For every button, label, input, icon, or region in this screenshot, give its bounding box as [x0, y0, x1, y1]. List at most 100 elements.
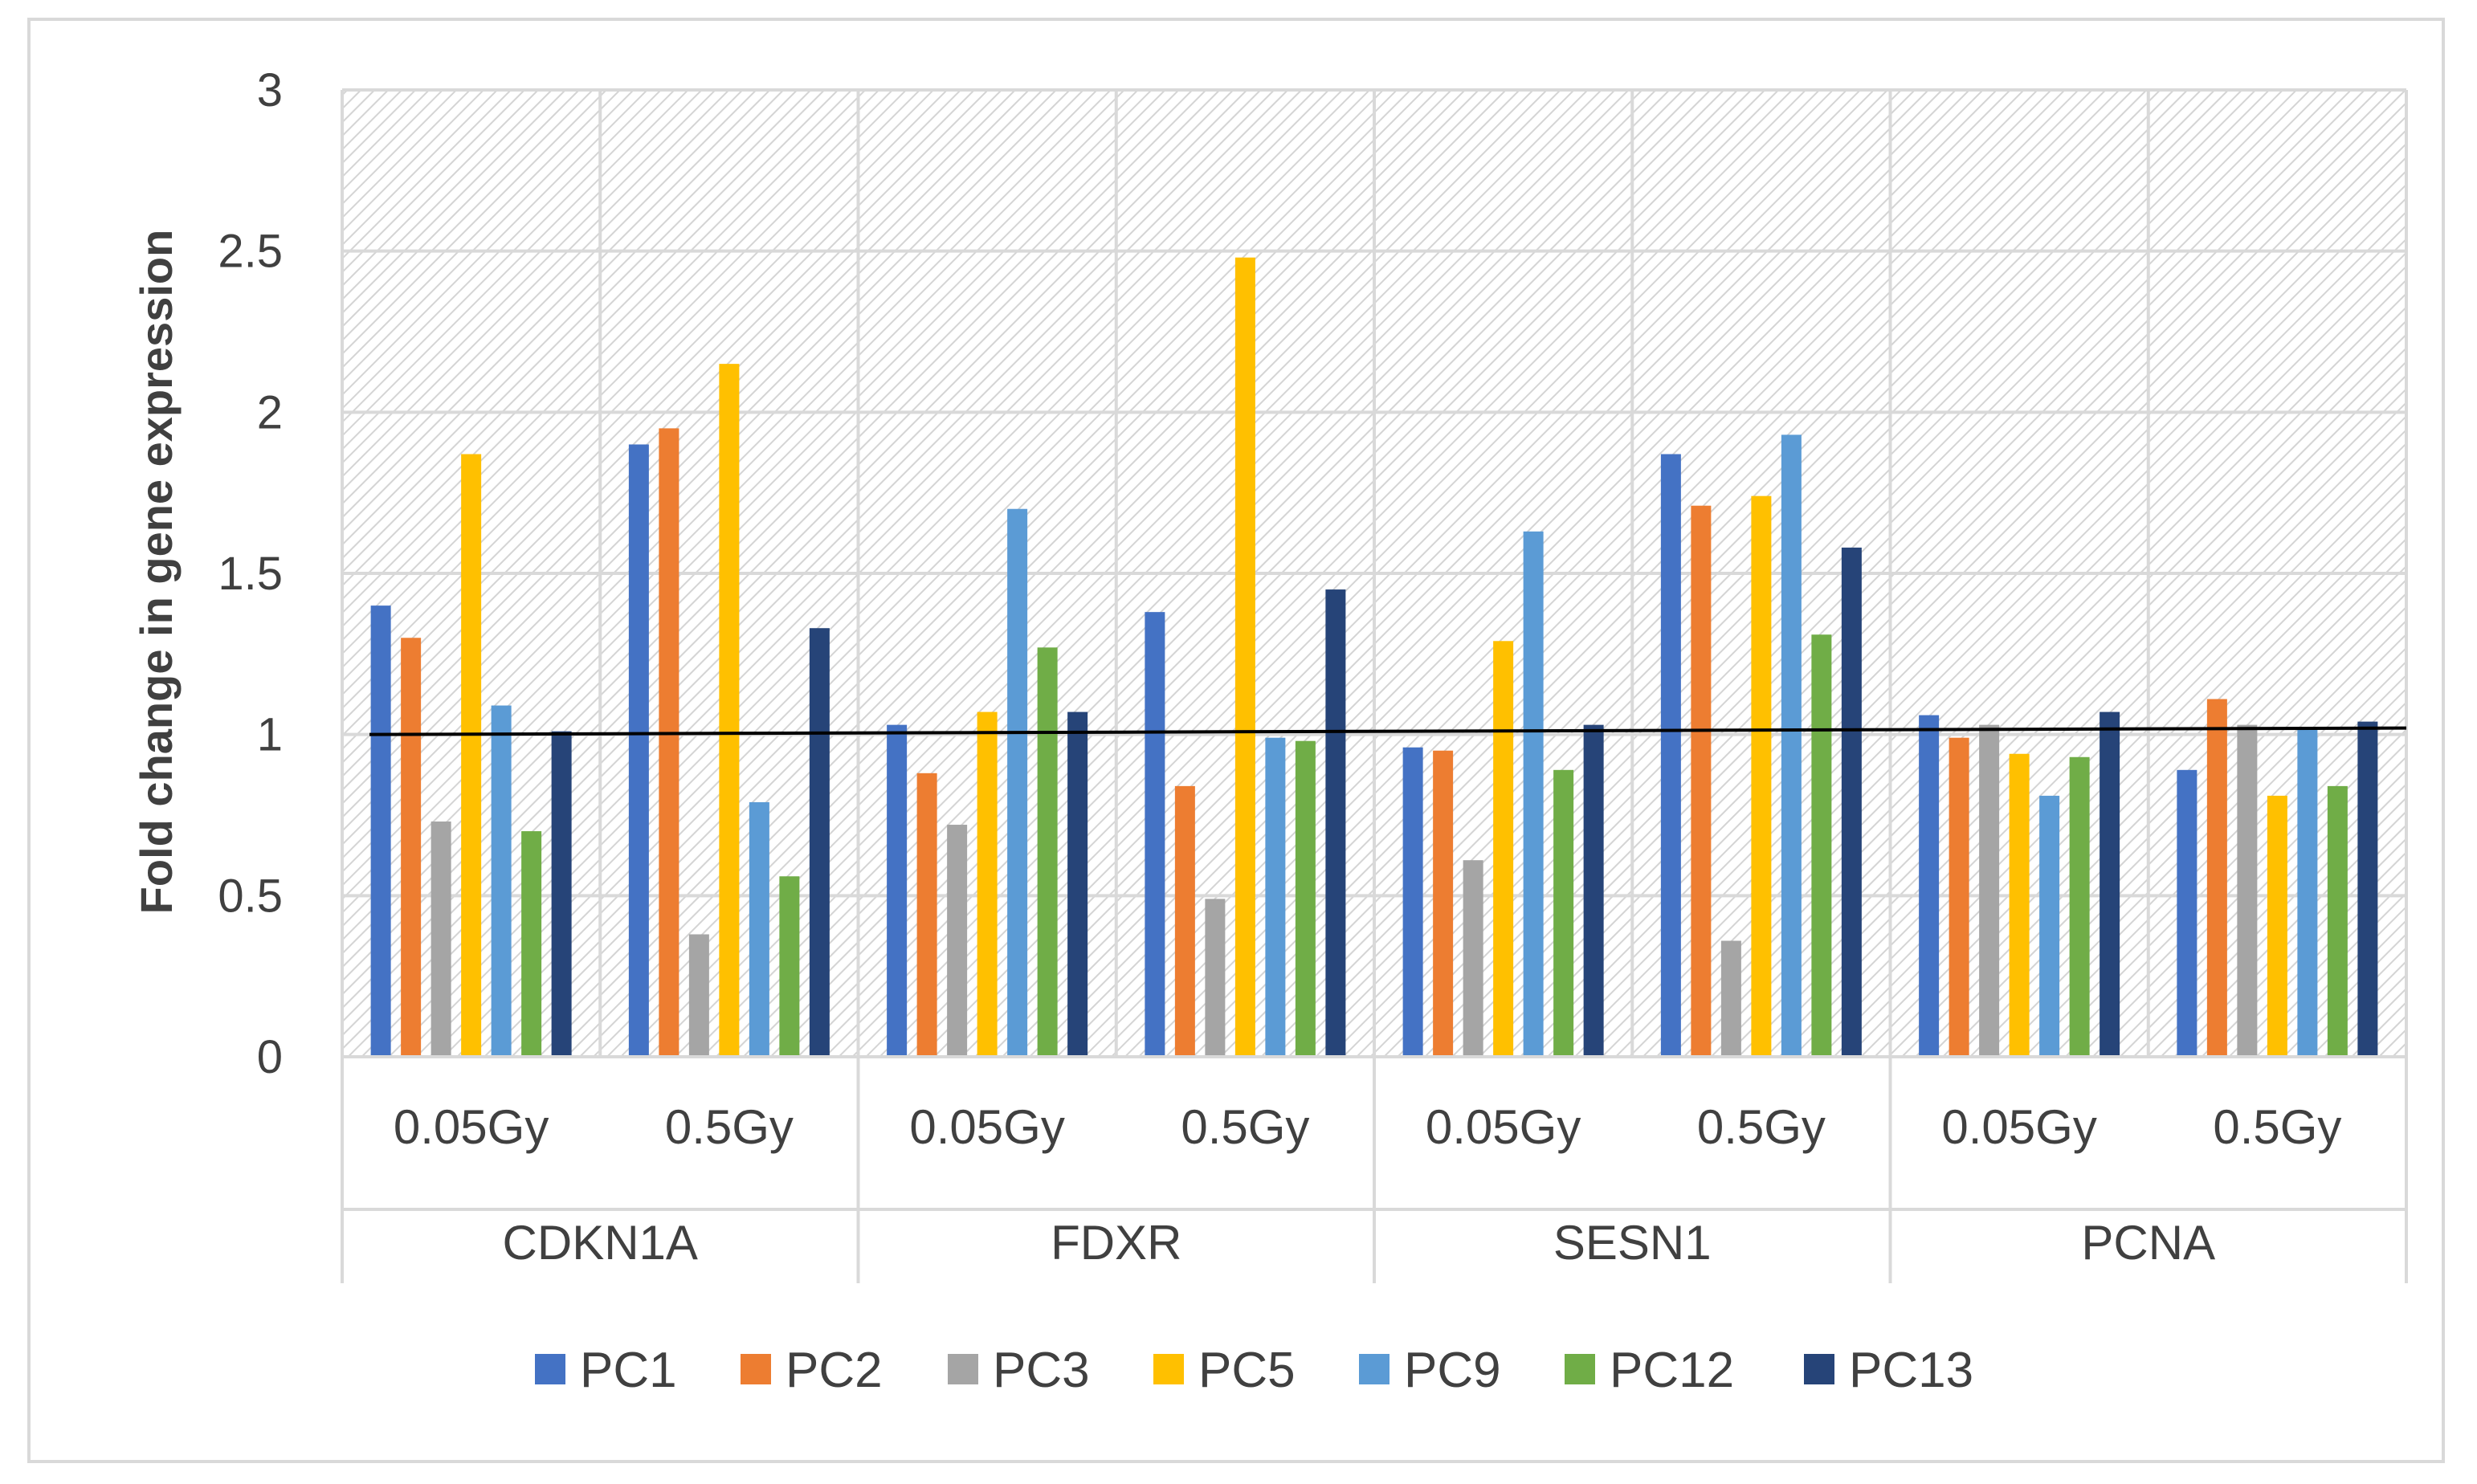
bar-pc12-4 — [1553, 769, 1574, 1057]
legend-swatch-pc13 — [1804, 1354, 1834, 1384]
x-category-label: 0.05Gy — [1941, 1100, 2096, 1154]
bar-pc3-3 — [1205, 899, 1226, 1057]
bar-pc1-5 — [1660, 454, 1681, 1057]
bar-pc13-5 — [1841, 547, 1862, 1057]
x-group-label: FDXR — [1051, 1216, 1181, 1270]
bar-pc2-1 — [659, 428, 679, 1057]
x-category-label: 0.5Gy — [1181, 1100, 1309, 1154]
bar-pc3-1 — [688, 934, 709, 1057]
x-group-labels: CDKN1A FDXR SESN1 PCNA — [503, 1216, 2216, 1270]
bar-pc2-7 — [2206, 699, 2227, 1057]
legend-swatch-pc9 — [1359, 1354, 1389, 1384]
bar-pc13-6 — [2100, 711, 2120, 1057]
axes — [341, 1055, 2408, 1283]
x-group-label: SESN1 — [1553, 1216, 1712, 1270]
bar-pc13-7 — [2357, 721, 2378, 1057]
x-category-label: 0.5Gy — [1697, 1100, 1826, 1154]
bar-pc12-0 — [521, 831, 542, 1057]
bar-pc2-5 — [1691, 505, 1712, 1057]
x-category-label: 0.05Gy — [394, 1100, 549, 1154]
bar-pc12-3 — [1295, 740, 1316, 1057]
bar-pc3-2 — [947, 825, 968, 1057]
bar-pc5-5 — [1751, 495, 1772, 1057]
y-axis-label: Fold change in gene expression — [131, 230, 182, 915]
bar-pc2-6 — [1949, 737, 1969, 1057]
bar-pc1-3 — [1145, 612, 1165, 1057]
bar-pc13-0 — [551, 731, 572, 1057]
legend-swatch-pc12 — [1565, 1354, 1595, 1384]
legend: PC1 PC2 PC3 PC5 PC9 PC12 PC13 — [535, 1343, 1973, 1398]
legend-label-pc13: PC13 — [1849, 1343, 1973, 1398]
reference-line — [369, 726, 2407, 736]
y-tick-label: 0.5 — [218, 870, 283, 922]
bar-pc13-1 — [809, 628, 830, 1057]
bar-pc1-2 — [887, 724, 908, 1057]
bar-pc9-3 — [1265, 737, 1286, 1057]
bar-pc2-4 — [1433, 750, 1454, 1057]
bar-pc2-0 — [401, 638, 422, 1057]
x-category-label: 0.05Gy — [1426, 1100, 1581, 1154]
bar-pc2-2 — [916, 773, 937, 1057]
bar-pc9-2 — [1007, 508, 1028, 1057]
bar-pc12-1 — [779, 876, 800, 1057]
bar-pc3-4 — [1463, 860, 1483, 1057]
bar-pc9-7 — [2297, 728, 2318, 1057]
x-group-label: CDKN1A — [503, 1216, 698, 1270]
bar-pc9-4 — [1523, 531, 1544, 1057]
x-category-label: 0.05Gy — [909, 1100, 1064, 1154]
legend-swatch-pc3 — [948, 1354, 978, 1384]
legend-label-pc12: PC12 — [1610, 1343, 1734, 1398]
bar-pc1-7 — [2177, 769, 2197, 1057]
bar-pc13-4 — [1583, 724, 1604, 1057]
legend-label-pc2: PC2 — [786, 1343, 883, 1398]
bar-pc12-2 — [1037, 647, 1058, 1057]
legend-swatch-pc5 — [1153, 1354, 1184, 1384]
bar-pc12-5 — [1811, 634, 1832, 1057]
y-tick-label: 2.5 — [218, 226, 283, 278]
legend-swatch-pc2 — [741, 1354, 771, 1384]
bar-pc1-4 — [1402, 747, 1423, 1057]
bar-pc2-3 — [1174, 785, 1195, 1057]
gridlines — [341, 88, 2408, 1058]
bar-pc12-6 — [2069, 756, 2090, 1057]
x-category-label: 0.5Gy — [665, 1100, 794, 1154]
legend-label-pc5: PC5 — [1198, 1343, 1296, 1398]
bar-pc13-3 — [1325, 589, 1346, 1057]
bar-pc3-5 — [1720, 940, 1741, 1057]
bar-pc9-6 — [2039, 795, 2060, 1057]
bar-pc5-2 — [977, 711, 998, 1057]
bar-pc5-1 — [719, 364, 740, 1058]
bar-pc1-6 — [1919, 715, 1940, 1057]
bar-pc5-3 — [1234, 257, 1255, 1057]
bar-pc9-1 — [749, 801, 769, 1057]
legend-label-pc3: PC3 — [993, 1343, 1090, 1398]
legend-label-pc9: PC9 — [1404, 1343, 1501, 1398]
bar-pc5-6 — [2009, 753, 2030, 1057]
y-tick-label: 1.5 — [218, 548, 283, 600]
bar-pc5-7 — [2267, 795, 2287, 1057]
x-category-label: 0.5Gy — [2213, 1100, 2341, 1154]
y-tick-label: 0 — [257, 1031, 283, 1083]
legend-swatch-pc1 — [535, 1354, 565, 1384]
bar-pc5-0 — [461, 454, 482, 1057]
bar-pc5-4 — [1493, 641, 1514, 1057]
bar-pc1-0 — [370, 605, 391, 1057]
bars — [370, 257, 2378, 1058]
legend-label-pc1: PC1 — [580, 1343, 677, 1398]
bar-pc1-1 — [628, 444, 649, 1057]
y-tick-label: 2 — [257, 386, 283, 438]
x-group-label: PCNA — [2081, 1216, 2215, 1270]
y-tick-label: 1 — [257, 709, 283, 761]
y-tick-labels: 0 0.5 1 1.5 2 2.5 3 — [218, 64, 283, 1083]
bar-pc3-6 — [1979, 724, 2000, 1057]
x-category-labels: 0.05Gy 0.5Gy 0.05Gy 0.5Gy 0.05Gy 0.5Gy 0.05Gy 0… — [394, 1100, 2342, 1154]
bar-pc9-0 — [491, 705, 512, 1057]
bar-pc3-7 — [2237, 724, 2258, 1057]
bar-pc3-0 — [431, 822, 451, 1057]
bar-pc12-7 — [2327, 785, 2348, 1057]
bar-pc13-2 — [1067, 711, 1088, 1057]
bar-pc9-5 — [1781, 434, 1802, 1057]
y-tick-label: 3 — [257, 64, 283, 116]
reference-line-1 — [369, 726, 2407, 736]
